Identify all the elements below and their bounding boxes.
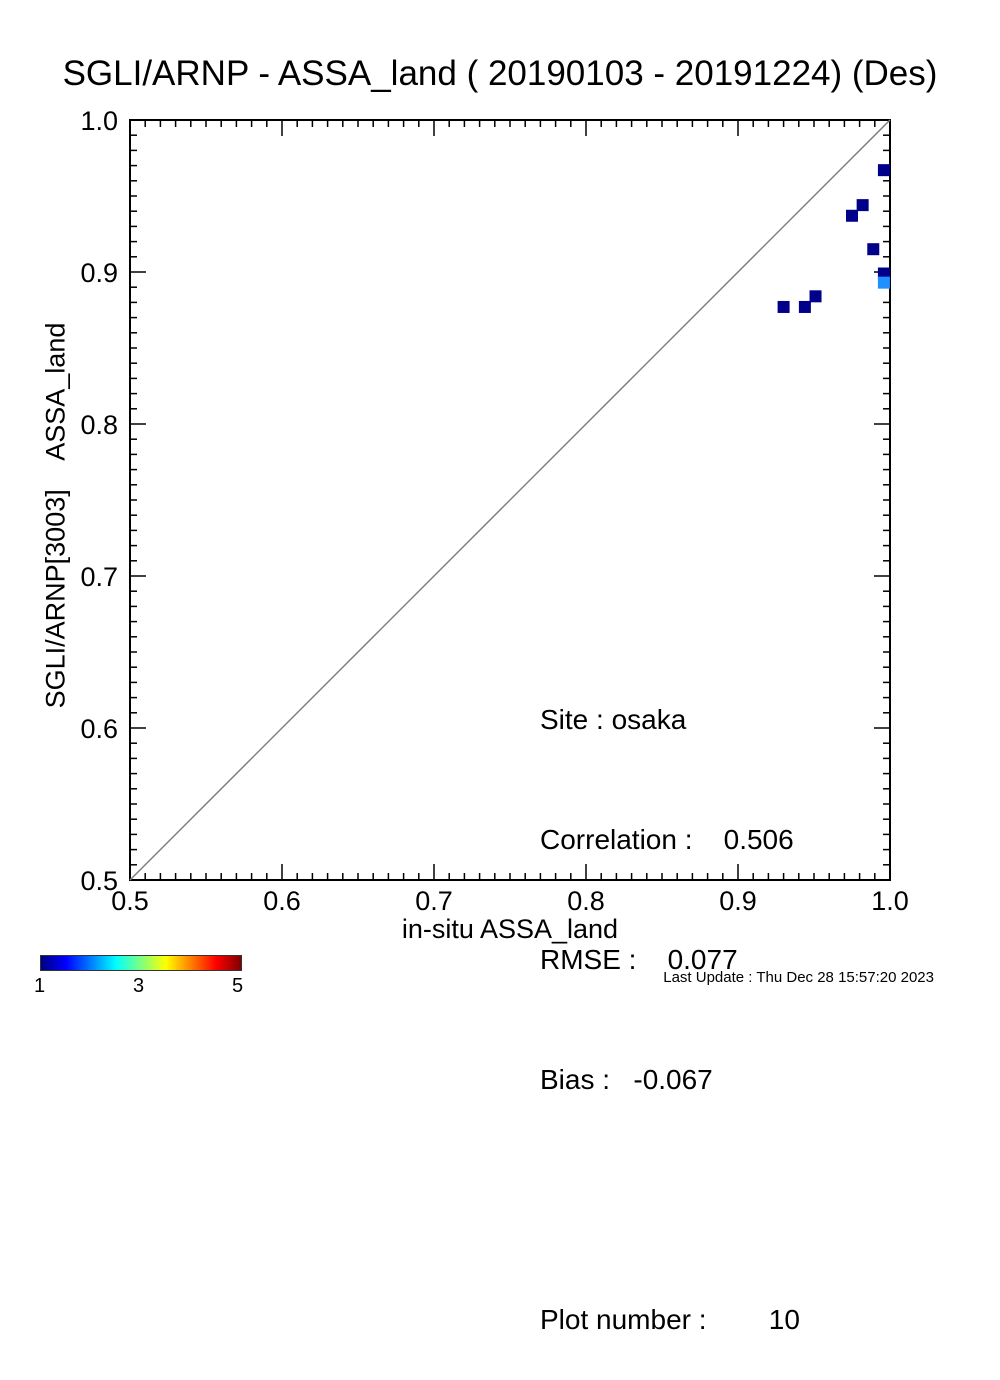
- correlation-text: Correlation : 0.506: [540, 824, 794, 855]
- scatter-plot: 0.5 0.6 0.7 0.8 0.9 1.0 0.5 0.6 0.7 0.8 0.9 1.0: [80, 106, 908, 916]
- stats-spacer: [540, 1180, 800, 1220]
- ticks-layer: [129, 119, 891, 881]
- site-text: Site : osaka: [540, 704, 687, 735]
- x-axis-label: in-situ ASSA_land: [401, 914, 619, 944]
- data-point: [867, 243, 880, 256]
- colorbar-label-min: 1: [34, 975, 46, 997]
- x-tick-label: 0.7: [415, 886, 453, 916]
- x-tick-label: 0.5: [111, 886, 149, 916]
- last-update-text: Last Update : Thu Dec 28 15:57:20 2023: [663, 969, 934, 986]
- data-point: [798, 300, 811, 313]
- data-point: [846, 209, 858, 222]
- one-to-one-line: [129, 119, 891, 881]
- y-tick-label: 0.6: [80, 714, 118, 744]
- x-tick-label: 0.8: [567, 886, 605, 916]
- x-tick-label: 0.9: [719, 886, 757, 916]
- y-tick-label: 0.8: [80, 410, 118, 440]
- y-tick-label: 0.5: [80, 866, 118, 896]
- y-tick-label: 0.9: [80, 258, 118, 288]
- data-point: [856, 199, 869, 212]
- points-layer: [777, 164, 890, 313]
- plot-number-text: Plot number : 10: [540, 1304, 800, 1335]
- chart-title: SGLI/ARNP - ASSA_land ( 20190103 - 20191…: [62, 54, 938, 93]
- y-tick-label: 1.0: [80, 106, 118, 136]
- rmse-text: RMSE : 0.077: [540, 944, 738, 975]
- data-point: [877, 276, 890, 289]
- colorbar-label-mid: 3: [133, 975, 145, 997]
- data-point: [777, 300, 790, 313]
- data-point: [809, 290, 822, 303]
- y-axis-label: SGLI/ARNP[3003] ASSA_land: [40, 322, 71, 709]
- y-tick-label: 0.7: [80, 562, 118, 592]
- x-tick-label: 0.6: [263, 886, 301, 916]
- data-point: [877, 164, 890, 177]
- one-to-one-line-layer: [129, 119, 891, 881]
- stats-box: Site : osaka Correlation : 0.506 RMSE : …: [540, 620, 800, 1380]
- colorbar-label-max: 5: [232, 975, 244, 997]
- data-point: [877, 267, 890, 280]
- colorbar: [40, 955, 242, 971]
- tick-labels-layer: 0.5 0.6 0.7 0.8 0.9 1.0 0.5 0.6 0.7 0.8 0.9 1.0: [80, 106, 908, 916]
- bias-text: Bias : -0.067: [540, 1064, 713, 1095]
- x-tick-label: 1.0: [871, 886, 909, 916]
